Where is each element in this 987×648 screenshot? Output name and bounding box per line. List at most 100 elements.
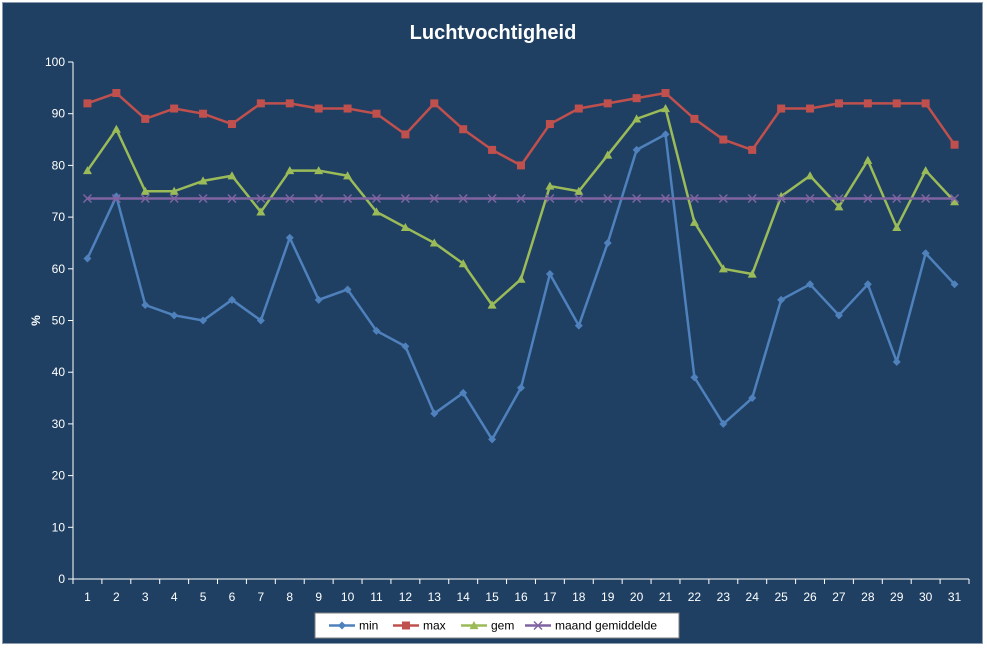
data-point-max (603, 99, 612, 108)
data-point-maand-gemiddelde (834, 193, 844, 204)
data-point-maand-gemiddelde (140, 193, 150, 204)
legend-marker (469, 621, 479, 630)
data-point-min (488, 435, 497, 444)
data-point-min (863, 280, 872, 289)
data-point-min (603, 238, 612, 247)
data-point-max (517, 161, 525, 170)
data-point-min (777, 295, 786, 304)
data-point-gem (950, 197, 960, 206)
data-point-maand-gemiddelde (689, 193, 699, 204)
data-point-gem (921, 166, 931, 175)
chart-title: Luchtvochtigheid (410, 22, 577, 44)
data-point-max (112, 89, 121, 98)
x-tick-label: 12 (399, 590, 413, 604)
data-point-gem (516, 274, 526, 283)
data-point-gem (805, 171, 815, 180)
series-max (83, 89, 959, 170)
x-tick-label: 5 (200, 590, 207, 604)
data-point-max (719, 135, 728, 144)
x-tick-label: 23 (717, 590, 731, 604)
x-tick-label: 6 (229, 590, 236, 604)
data-point-min (314, 295, 323, 304)
legend: min max gem maand gemiddelde (314, 612, 680, 639)
data-point-maand-gemiddelde (487, 193, 497, 204)
data-point-max (863, 99, 872, 108)
legend-marker (338, 621, 346, 630)
data-point-min (632, 145, 641, 154)
x-tick-label: 27 (832, 590, 846, 604)
data-point-gem (198, 176, 208, 185)
legend-entry-maand-gemiddelde: maand gemiddelde (525, 619, 657, 633)
data-point-min (227, 295, 236, 304)
data-point-max (834, 99, 843, 108)
x-tick-label: 22 (688, 590, 702, 604)
data-point-max (545, 120, 554, 129)
data-point-max (141, 114, 150, 123)
y-tick-label: 40 (52, 365, 66, 379)
data-point-min (545, 269, 554, 278)
data-point-maand-gemiddelde (805, 193, 815, 204)
data-point-min (459, 388, 468, 397)
data-point-gem (718, 264, 728, 273)
series-gem (82, 104, 960, 309)
x-tick-label: 24 (746, 590, 760, 604)
data-point-maand-gemiddelde (458, 193, 468, 204)
data-point-max (199, 109, 208, 118)
data-point-maand-gemiddelde (371, 193, 382, 204)
data-point-maand-gemiddelde (343, 193, 353, 204)
data-point-max (921, 99, 930, 108)
data-point-min (141, 300, 150, 309)
data-point-min (401, 342, 410, 351)
x-tick-label: 19 (601, 590, 615, 604)
data-point-gem (314, 166, 324, 175)
data-point-gem (834, 202, 844, 211)
data-point-gem (632, 114, 642, 123)
x-tick-label: 4 (171, 590, 178, 604)
data-point-max (574, 104, 583, 113)
y-tick-label: 60 (52, 262, 66, 276)
legend-entry-min: min (329, 619, 378, 633)
data-point-maand-gemiddelde (285, 193, 295, 204)
data-point-max (806, 104, 815, 113)
data-point-maand-gemiddelde (198, 193, 208, 204)
legend-entry-gem: gem (461, 619, 514, 633)
series-maand-gemiddelde (82, 193, 960, 204)
line-chart: Luchtvochtigheid % 0 10 20 30 40 50 60 70 80 90 10… (29, 22, 970, 639)
data-point-maand-gemiddelde (660, 193, 671, 204)
series-min (83, 130, 959, 444)
legend-marker (402, 621, 410, 630)
data-point-gem (689, 217, 699, 226)
data-point-min (517, 383, 525, 392)
data-point-min (343, 285, 352, 294)
series-line-max (87, 91, 956, 167)
x-tick-label: 28 (861, 590, 875, 604)
data-point-min (430, 409, 439, 418)
data-point-maand-gemiddelde (747, 193, 757, 204)
data-point-gem (747, 269, 757, 278)
data-point-gem (169, 186, 179, 195)
x-tick-label: 30 (919, 590, 933, 604)
y-tick-label: 80 (52, 158, 66, 172)
data-point-gem (487, 300, 497, 309)
x-tick-label: 20 (630, 590, 644, 604)
legend-label: min (359, 619, 378, 633)
data-point-maand-gemiddelde (863, 193, 873, 204)
y-tick-label: 30 (52, 417, 66, 431)
data-point-gem (285, 166, 295, 175)
data-point-maand-gemiddelde (718, 193, 728, 204)
data-point-maand-gemiddelde (776, 193, 786, 204)
y-tick-label: 70 (52, 210, 66, 224)
x-tick-label: 18 (572, 590, 586, 604)
x-tick-label: 29 (890, 590, 904, 604)
data-point-max (285, 99, 294, 108)
data-point-max (170, 104, 179, 113)
series-group (82, 89, 960, 444)
data-point-gem (661, 104, 671, 113)
y-tick-label: 90 (52, 107, 66, 121)
data-point-gem (863, 155, 873, 164)
data-point-max (314, 104, 323, 113)
series-line-min (86, 133, 956, 441)
data-point-min (170, 311, 179, 320)
data-point-min (199, 316, 208, 325)
